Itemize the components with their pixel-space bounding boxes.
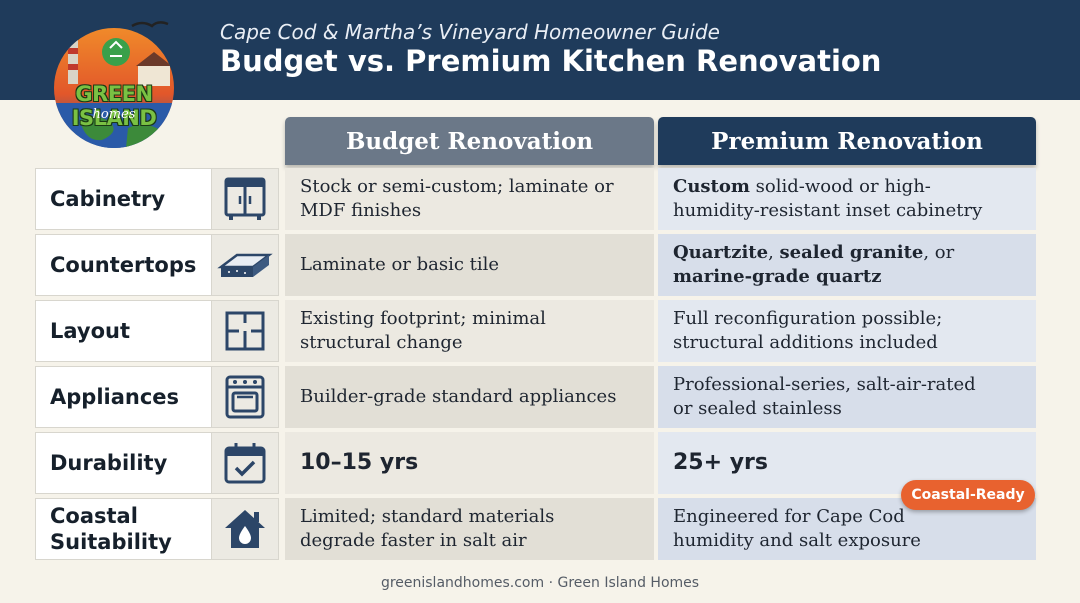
countertop-slab-icon xyxy=(217,253,273,277)
premium-bold-text: sealed granite xyxy=(779,242,924,263)
logo-sub: homes xyxy=(92,107,136,122)
row-label: Countertops xyxy=(35,234,211,296)
premium-cell: Professional-series, salt-air-rated or se… xyxy=(658,366,1036,428)
table-row: Durability 10–15 yrs 25+ yrs xyxy=(0,432,1080,494)
budget-durability: 10–15 yrs xyxy=(300,450,419,475)
table-row: Layout Existing footprint; minimal struct… xyxy=(0,300,1080,362)
oven-range-icon xyxy=(225,375,265,419)
budget-cell: Builder-grade standard appliances xyxy=(285,366,654,428)
budget-text-line: Laminate or basic tile xyxy=(300,254,500,275)
row-label: Cabinetry xyxy=(35,168,211,230)
budget-cell: Existing footprint; minimal structural ch… xyxy=(285,300,654,362)
premium-text-line: humidity and salt exposure xyxy=(673,530,921,551)
row-label: Durability xyxy=(35,432,211,494)
page-title: Budget vs. Premium Kitchen Renovation xyxy=(220,44,882,78)
premium-cell: Custom solid-wood or high- humidity-resi… xyxy=(658,168,1036,230)
table-row: Appliances Builder-grade standard applia… xyxy=(0,366,1080,428)
table-row: Cabinetry Stock or semi-custom; laminate… xyxy=(0,168,1080,230)
coastal-ready-badge: Coastal-Ready xyxy=(901,480,1035,510)
green-island-logo: GREEN ISLAND homes xyxy=(40,8,188,148)
row-label-line: Coastal xyxy=(50,504,138,528)
premium-text-line: humidity-resistant inset cabinetry xyxy=(673,200,983,221)
row-label: Appliances xyxy=(35,366,211,428)
budget-cell: Laminate or basic tile xyxy=(285,234,654,296)
premium-bold-text: Quartzite xyxy=(673,242,769,263)
budget-text-line: degrade faster in salt air xyxy=(300,530,527,551)
premium-cell: Quartzite, sealed granite, or marine-gra… xyxy=(658,234,1036,296)
premium-column-header: Premium Renovation xyxy=(658,117,1036,165)
budget-column-header: Budget Renovation xyxy=(285,117,654,165)
premium-text-line: or sealed stainless xyxy=(673,398,842,419)
floor-plan-icon xyxy=(225,311,265,351)
row-label: Layout xyxy=(35,300,211,362)
row-label: Coastal Suitability xyxy=(35,498,211,560)
budget-text-line: Stock or semi-custom; laminate or xyxy=(300,176,614,197)
house-water-drop-icon xyxy=(225,510,265,548)
premium-text: , or xyxy=(923,242,955,263)
premium-cell: Full reconfiguration possible; structural… xyxy=(658,300,1036,362)
logo-globe-icon xyxy=(54,21,174,148)
footer-credit: greenislandhomes.com · Green Island Home… xyxy=(380,575,700,591)
premium-text-line: structural additions included xyxy=(673,332,938,353)
premium-bold-text: Custom xyxy=(673,176,750,197)
premium-text: , xyxy=(768,242,780,263)
budget-text-line: structural change xyxy=(300,332,463,353)
premium-text-line: Full reconfiguration possible; xyxy=(673,308,943,329)
premium-text-line: Engineered for Cape Cod xyxy=(673,506,905,527)
page-subtitle: Cape Cod & Martha’s Vineyard Homeowner G… xyxy=(220,20,720,44)
budget-text-line: Limited; standard materials xyxy=(300,506,555,527)
premium-text: solid-wood or high- xyxy=(749,176,931,197)
logo-name: GREEN ISLAND xyxy=(71,82,157,130)
premium-bold-text: marine-grade quartz xyxy=(673,266,882,287)
budget-cell: 10–15 yrs xyxy=(285,432,654,494)
row-label-line: Suitability xyxy=(50,530,172,554)
table-row: Countertops Laminate or basic tile Quart… xyxy=(0,234,1080,296)
cabinet-icon xyxy=(224,177,266,220)
calendar-check-icon xyxy=(224,443,266,484)
header-banner: Cape Cod & Martha’s Vineyard Homeowner G… xyxy=(0,0,1080,100)
budget-cell: Limited; standard materials degrade faste… xyxy=(285,498,654,560)
premium-text-line: Professional-series, salt-air-rated xyxy=(673,374,976,395)
budget-text-line: MDF finishes xyxy=(300,200,422,221)
budget-text-line: Existing footprint; minimal xyxy=(300,308,546,329)
budget-text-line: Builder-grade standard appliances xyxy=(300,386,617,407)
premium-durability: 25+ yrs xyxy=(673,450,768,475)
budget-cell: Stock or semi-custom; laminate or MDF fin… xyxy=(285,168,654,230)
